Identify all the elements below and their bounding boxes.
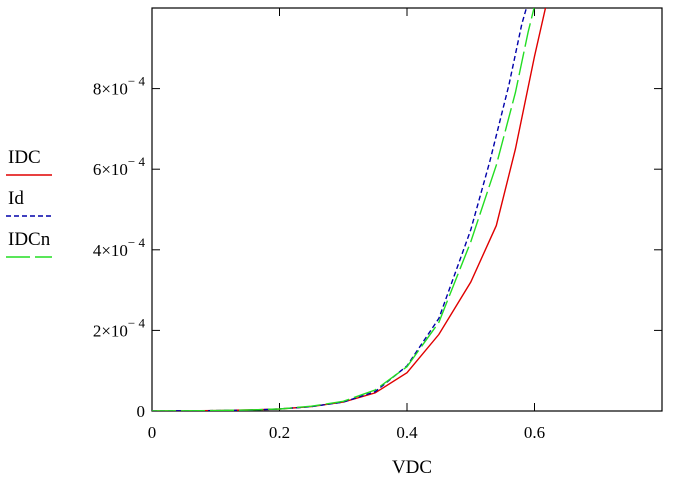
x-tick-label: 0.2 xyxy=(269,423,290,442)
y-tick-exponent: − 4 xyxy=(128,154,146,169)
legend: IDC Id IDCn xyxy=(6,147,52,258)
y-tick-mantissa: 8×10 xyxy=(93,80,128,99)
x-axis: 0 0.2 0.4 0.6 xyxy=(148,8,545,442)
y-tick-label: 2×10− 4 xyxy=(93,315,146,340)
legend-label-idc: IDC xyxy=(8,147,41,168)
y-tick-label: 8×10− 4 xyxy=(93,74,146,99)
series-line-idcn xyxy=(152,8,535,411)
y-tick-label: 4×10− 4 xyxy=(93,235,146,260)
y-tick-exponent: − 4 xyxy=(128,235,146,250)
y-axis: 02×10− 44×10− 46×10− 48×10− 4 xyxy=(93,74,662,421)
x-tick-label: 0.6 xyxy=(524,423,545,442)
y-tick-mantissa: 4×10 xyxy=(93,241,128,260)
y-tick-mantissa: 0 xyxy=(137,402,146,421)
y-tick-mantissa: 2×10 xyxy=(93,321,128,340)
legend-label-id: Id xyxy=(8,188,24,209)
legend-label-idcn: IDCn xyxy=(8,229,51,250)
y-tick-exponent: − 4 xyxy=(128,315,146,330)
y-tick-label: 6×10− 4 xyxy=(93,154,146,179)
y-tick-mantissa: 6×10 xyxy=(93,160,128,179)
x-tick-label: 0 xyxy=(148,423,157,442)
x-tick-label: 0.4 xyxy=(396,423,418,442)
y-tick-exponent: − 4 xyxy=(128,74,146,89)
series-layer xyxy=(152,8,547,411)
plot-frame xyxy=(151,7,663,412)
x-axis-title: VDC xyxy=(392,457,432,478)
y-tick-label: 0 xyxy=(137,402,146,421)
